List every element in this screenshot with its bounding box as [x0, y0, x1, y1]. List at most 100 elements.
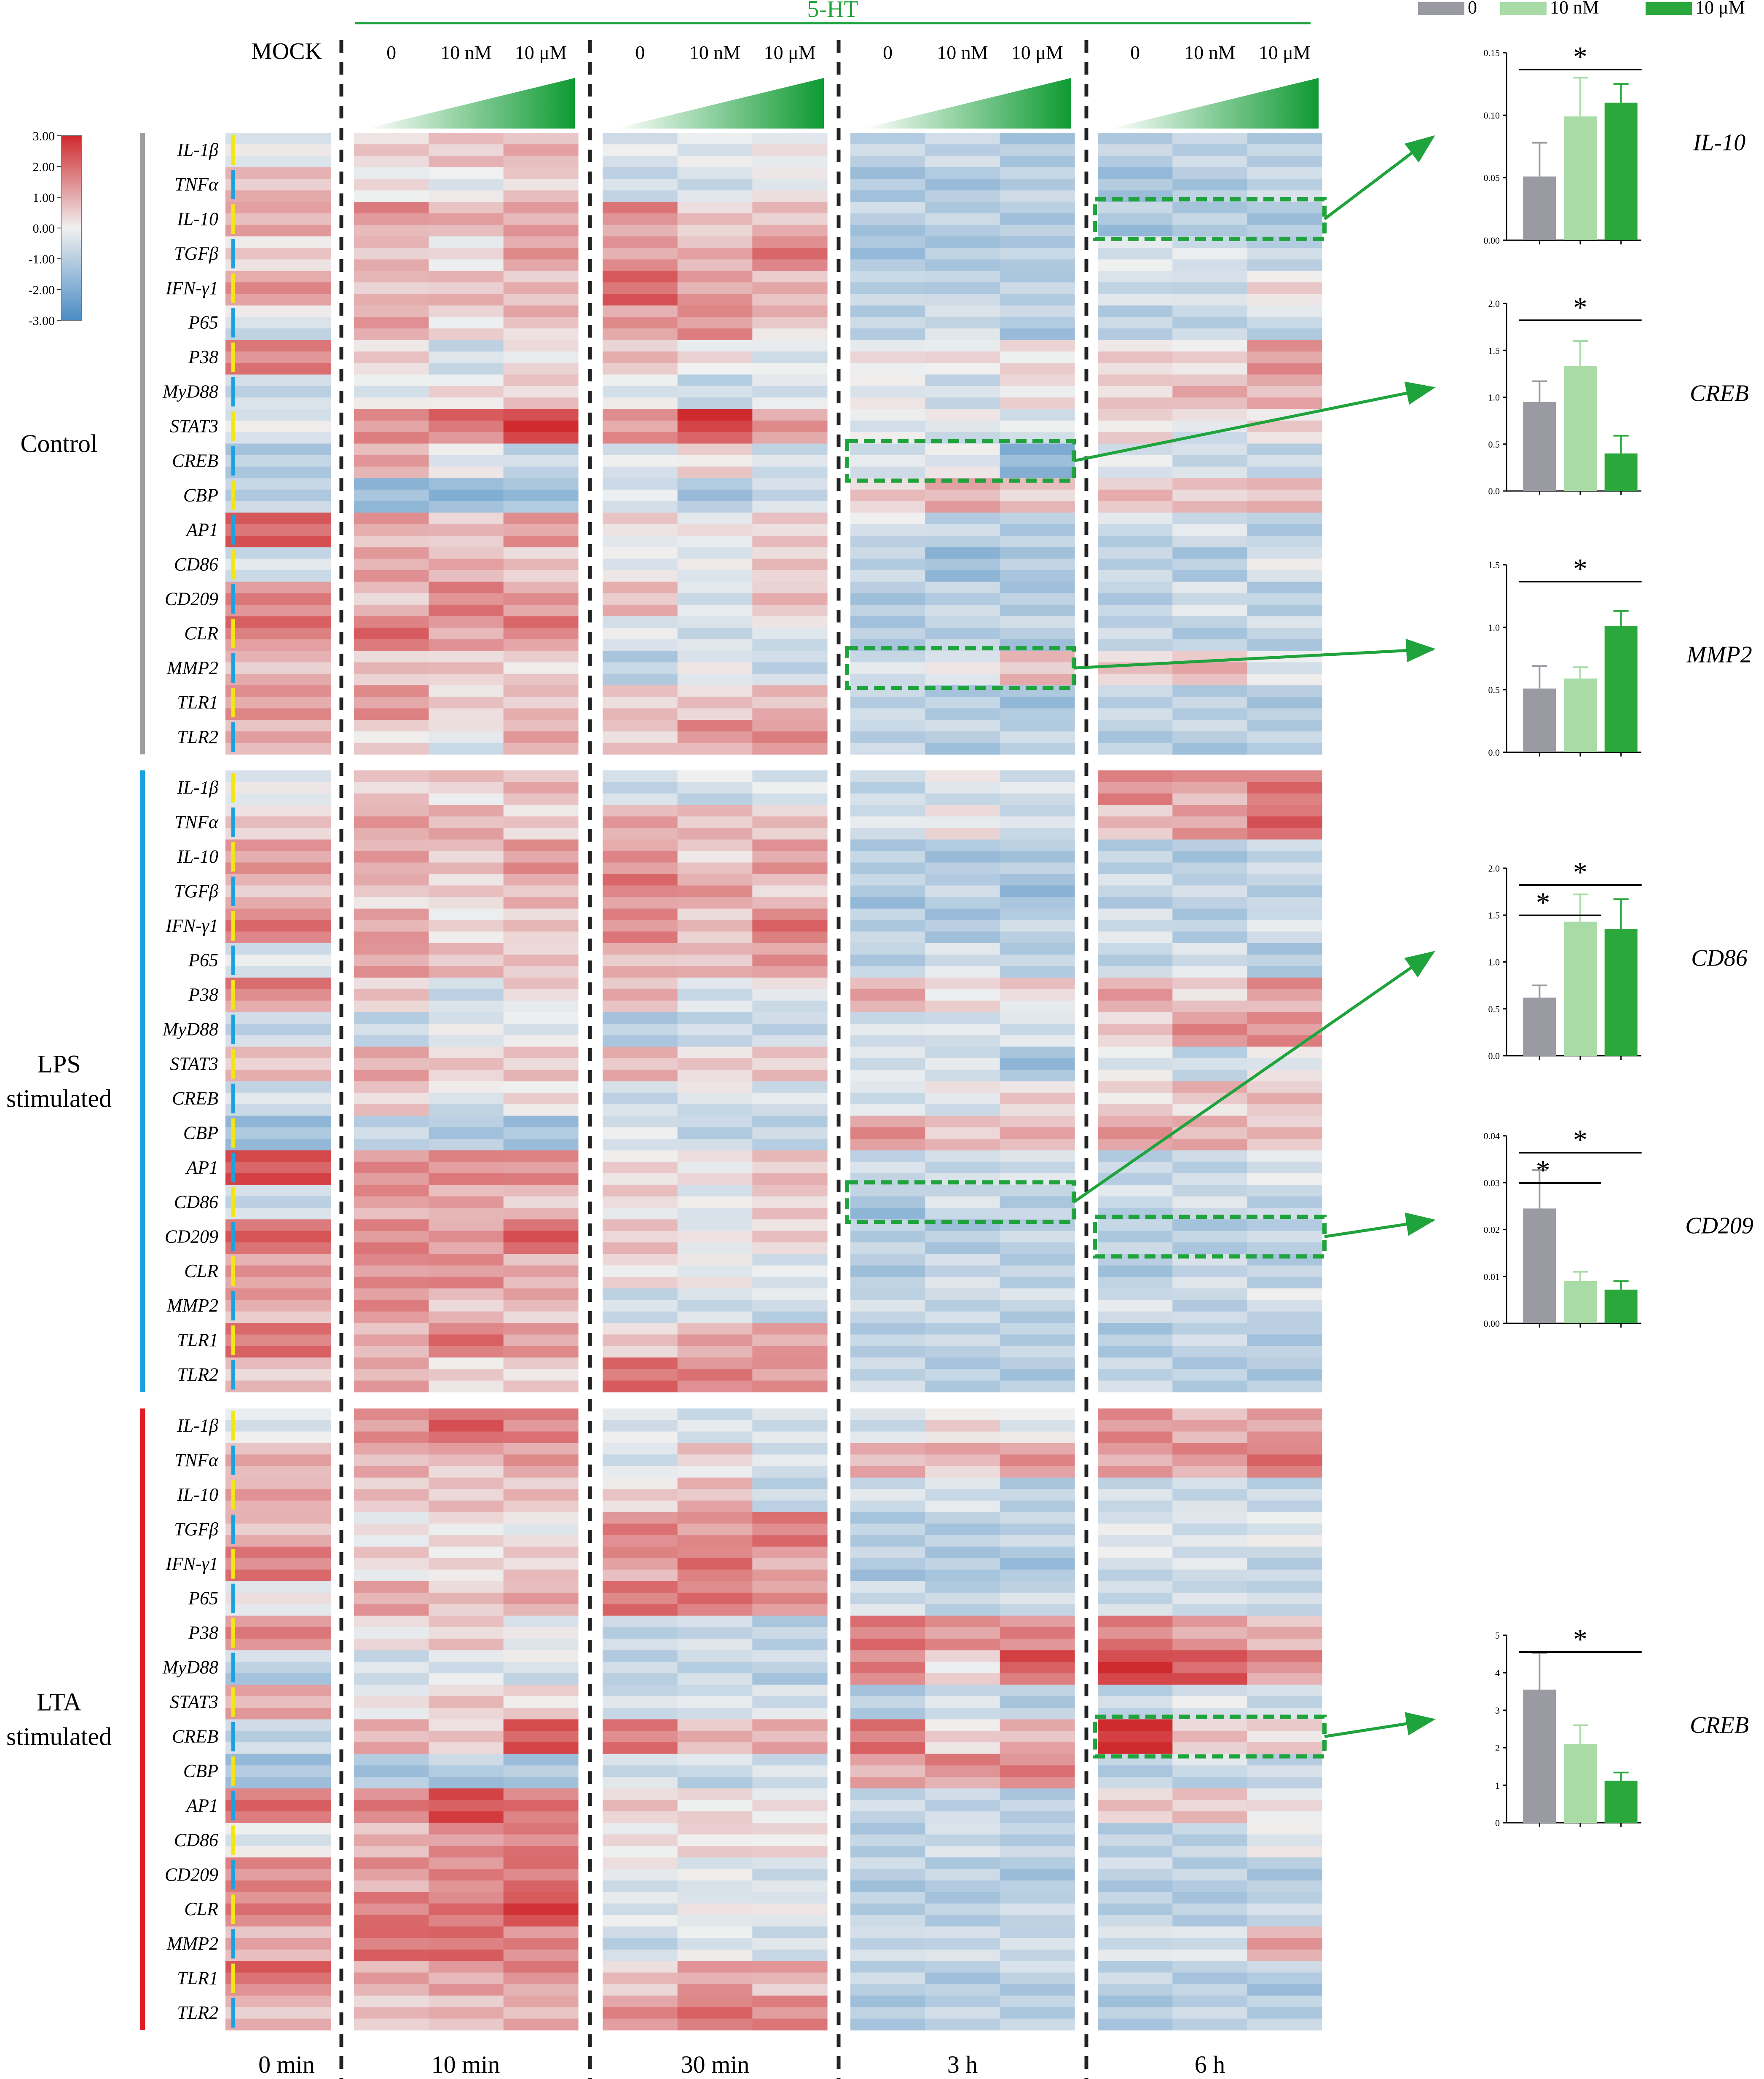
- heatmap-cell: [1000, 1489, 1075, 1501]
- gene-label: IL-1β: [177, 139, 218, 160]
- heatmap-cell: [503, 708, 579, 720]
- heatmap-cell: [925, 1058, 1000, 1070]
- heatmap-cell: [752, 236, 828, 248]
- bar: [1523, 1690, 1556, 1823]
- heatmap-cell: [1247, 1092, 1322, 1105]
- heatmap-cell: [603, 1139, 678, 1151]
- heatmap-cell: [354, 397, 429, 410]
- heatmap-cell: [1000, 593, 1075, 605]
- heatmap-cell: [1172, 805, 1248, 817]
- heatmap-cell: [603, 1265, 678, 1277]
- heatmap-cell: [503, 1788, 579, 1800]
- heatmap-cell: [429, 1173, 504, 1185]
- heatmap-cell: [503, 397, 579, 410]
- heatmap-cell: [429, 1512, 504, 1524]
- significance-star: *: [1573, 553, 1587, 585]
- heatmap-cell: [603, 1173, 678, 1185]
- heatmap-cell: [752, 282, 828, 294]
- heatmap-cell: [1172, 259, 1248, 271]
- heatmap-cell: [677, 1972, 753, 1985]
- heatmap-cell: [225, 2018, 331, 2031]
- heatmap-cell: [850, 536, 925, 547]
- heatmap-cell: [1098, 828, 1173, 840]
- heatmap-cell: [354, 1857, 429, 1870]
- heatmap-cell: [1247, 966, 1322, 978]
- heatmap-cell: [503, 1408, 579, 1420]
- heatmap-cell: [225, 685, 331, 697]
- heatmap-cell: [1247, 351, 1322, 363]
- gene-label: AP1: [185, 1795, 218, 1816]
- heatmap-cell: [1000, 409, 1075, 421]
- heatmap-cell: [850, 374, 925, 386]
- heatmap-cell: [354, 1300, 429, 1312]
- heatmap-cell: [1098, 1742, 1173, 1754]
- heatmap-cell: [752, 639, 828, 651]
- heatmap-cell: [429, 1558, 504, 1570]
- y-tick-label: 0.15: [1484, 48, 1500, 58]
- heatmap-cell: [1247, 294, 1322, 306]
- heatmap-cell: [1172, 1058, 1248, 1070]
- heatmap-cell: [1098, 874, 1173, 886]
- heatmap-cell: [752, 1834, 828, 1846]
- heatmap-cell: [429, 1984, 504, 1996]
- heatmap-cell: [1000, 1334, 1075, 1347]
- heatmap-cell: [850, 1242, 925, 1254]
- heatmap-cell: [354, 697, 429, 709]
- heatmap-cell: [925, 1892, 1000, 1904]
- heatmap-cell: [925, 501, 1000, 513]
- heatmap-cell: [503, 317, 579, 329]
- heatmap-cell: [603, 1834, 678, 1846]
- heatmap-cell: [225, 1615, 331, 1628]
- heatmap-cell: [1247, 144, 1322, 156]
- heatmap-cell: [354, 1903, 429, 1915]
- heatmap-cell: [850, 908, 925, 920]
- heatmap-cell: [603, 1615, 678, 1628]
- heatmap-cell: [603, 1254, 678, 1266]
- heatmap-cell: [503, 1012, 579, 1024]
- heatmap-cell: [503, 1581, 579, 1593]
- heatmap-cell: [503, 1035, 579, 1047]
- heatmap-cell: [1247, 1357, 1322, 1369]
- heatmap-cell: [925, 1139, 1000, 1151]
- heatmap-cell: [850, 1092, 925, 1105]
- heatmap-cell: [1000, 305, 1075, 317]
- heatmap-cell: [1098, 1500, 1173, 1513]
- heatmap-cell: [925, 1708, 1000, 1720]
- y-tick-label: 4: [1495, 1668, 1500, 1678]
- heatmap-cell: [503, 955, 579, 966]
- heatmap-cell: [1098, 1558, 1173, 1570]
- heatmap-cell: [850, 1696, 925, 1708]
- heatmap-cell: [429, 1277, 504, 1289]
- gene-label: AP1: [185, 1157, 218, 1178]
- heatmap-cell: [1172, 1639, 1248, 1651]
- heatmap-cell: [1247, 1242, 1322, 1254]
- heatmap-cell: [429, 397, 504, 410]
- heatmap-cell: [225, 874, 331, 886]
- heatmap-cell: [850, 1719, 925, 1731]
- heatmap-cell: [1172, 248, 1248, 260]
- heatmap-cell: [850, 1834, 925, 1846]
- heatmap-cell: [1000, 1466, 1075, 1478]
- bar-panel-gene: CREB: [1690, 380, 1749, 406]
- heatmap-cell: [925, 340, 1000, 352]
- heatmap-cell: [603, 897, 678, 909]
- heatmap-cell: [603, 1454, 678, 1467]
- heatmap-cell: [429, 1938, 504, 1950]
- heatmap-cell: [429, 828, 504, 840]
- heatmap-cell: [603, 920, 678, 932]
- heatmap-cell: [603, 743, 678, 755]
- heatmap-cell: [354, 1730, 429, 1743]
- heatmap-cell: [1247, 851, 1322, 863]
- heatmap-cell: [1000, 1765, 1075, 1777]
- heatmap-cell: [1247, 1524, 1322, 1536]
- heatmap-cell: [503, 943, 579, 955]
- heatmap-cell: [850, 570, 925, 582]
- heatmap-cell: [677, 1892, 753, 1904]
- heatmap-cell: [1000, 1846, 1075, 1858]
- heatmap-cell: [354, 805, 429, 817]
- heatmap-cell: [354, 340, 429, 352]
- heatmap-cell: [925, 1524, 1000, 1536]
- heatmap-cell: [752, 920, 828, 932]
- heatmap-cell: [1247, 1277, 1322, 1289]
- heatmap-cell: [1098, 225, 1173, 237]
